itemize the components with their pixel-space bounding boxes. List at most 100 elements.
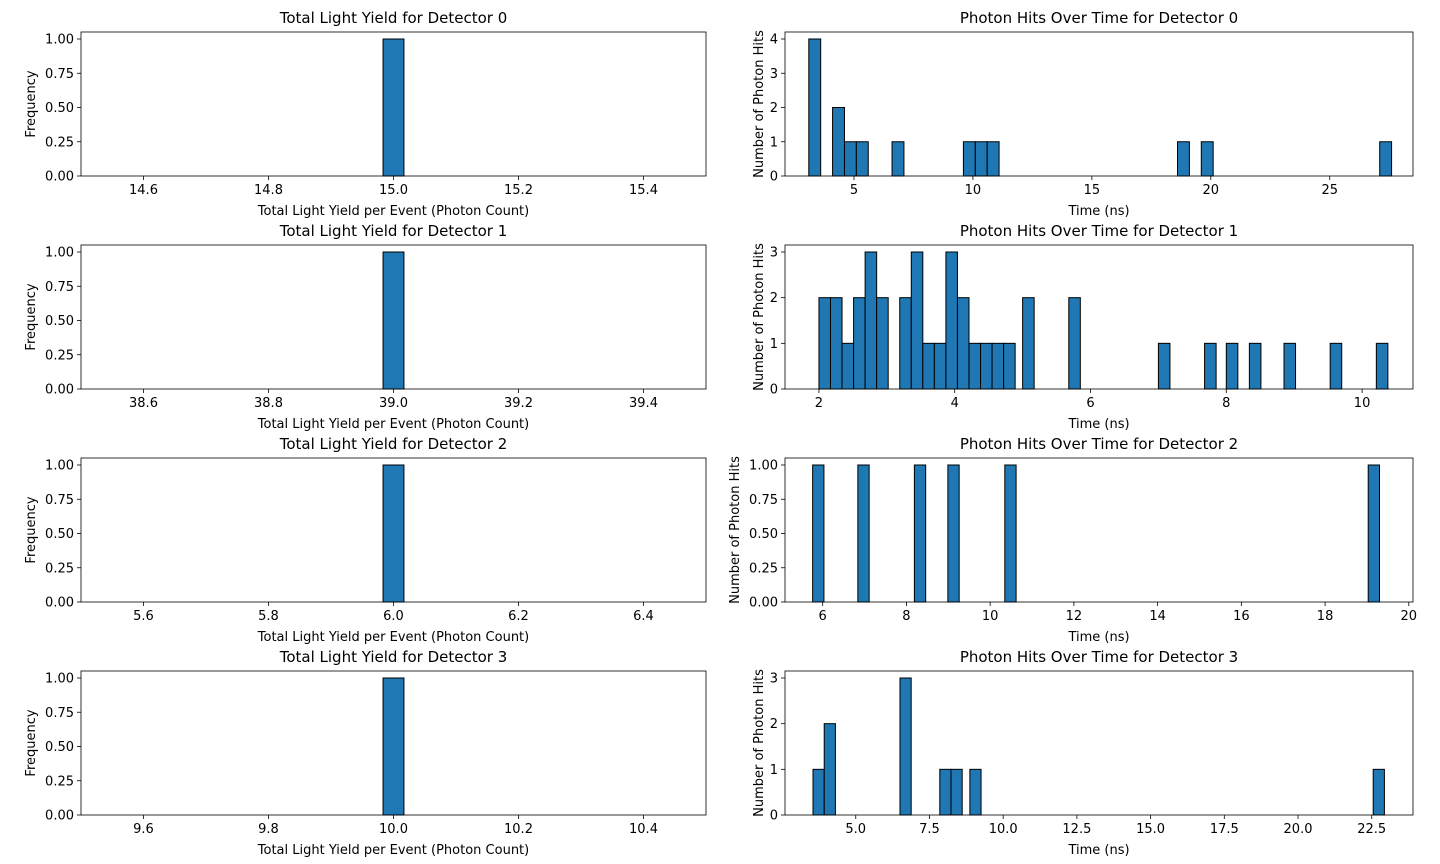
x-axis-label: Time (ns) (1067, 204, 1129, 219)
histogram-bar (1329, 342, 1343, 390)
y-tick-label: 0.75 (45, 706, 74, 721)
y-tick-label: 0 (770, 170, 778, 185)
histogram-bar (1204, 342, 1217, 390)
x-tick-label: 20 (1401, 609, 1418, 624)
y-tick-label: 0.00 (749, 596, 778, 611)
histogram-bar (876, 297, 889, 390)
x-tick-label: 10.4 (629, 822, 658, 837)
histogram-bar (818, 297, 831, 390)
histogram-bar (922, 342, 935, 390)
subplot: 6 8 10 12 14 16 18 20 0.00 0.25 0.50 0.75 1.00 Photon… (728, 435, 1417, 645)
x-tick-label: 15.2 (504, 183, 533, 198)
histogram-bar (1068, 297, 1081, 390)
chart-title: Photon Hits Over Time for Detector 3 (960, 648, 1238, 666)
y-tick-label: 1.00 (45, 459, 74, 474)
y-tick-label: 4 (770, 33, 778, 48)
y-axis-label: Frequency (24, 709, 39, 776)
histogram-bar (1157, 342, 1171, 390)
x-tick-label: 4 (951, 396, 959, 411)
histogram-bar (382, 251, 405, 390)
x-tick-label: 20.0 (1284, 822, 1313, 837)
histogram-bar (899, 297, 912, 390)
x-tick-label: 10.0 (989, 822, 1018, 837)
y-axis-label: Frequency (24, 283, 39, 350)
y-tick-label: 0.00 (45, 596, 74, 611)
histogram-bar (950, 768, 963, 816)
y-tick-label: 1 (770, 135, 778, 150)
x-axis-label: Total Light Yield per Event (Photon Coun… (257, 843, 529, 858)
x-tick-label: 2 (815, 396, 823, 411)
histogram-bar (1283, 342, 1297, 390)
x-tick-label: 38.8 (254, 396, 283, 411)
x-axis-label: Time (ns) (1067, 630, 1129, 645)
chart-title: Total Light Yield for Detector 3 (279, 648, 508, 666)
y-tick-label: 1.00 (45, 672, 74, 687)
histogram-bar (1367, 464, 1381, 603)
histogram-bar (986, 141, 1000, 177)
chart-title: Photon Hits Over Time for Detector 1 (960, 222, 1238, 240)
y-axis-label: Number of Photon Hits (752, 669, 767, 817)
x-tick-label: 7.5 (919, 822, 940, 837)
chart-title: Photon Hits Over Time for Detector 0 (960, 9, 1238, 27)
y-axis-label: Number of Photon Hits (728, 456, 743, 604)
histogram-bar (857, 464, 870, 603)
x-tick-label: 10 (1354, 396, 1371, 411)
x-tick-label: 14 (1149, 609, 1166, 624)
histogram-bar (829, 297, 843, 390)
histogram-bar (1379, 141, 1393, 177)
histogram-bar (1248, 342, 1262, 390)
x-tick-label: 12 (1066, 609, 1083, 624)
y-tick-label: 0.50 (45, 527, 74, 542)
y-tick-label: 0.00 (45, 383, 74, 398)
x-tick-label: 38.6 (129, 396, 158, 411)
histogram-bar (945, 251, 958, 390)
y-tick-label: 3 (770, 67, 778, 82)
histogram-bar (962, 141, 976, 177)
x-tick-label: 15.4 (629, 183, 658, 198)
x-tick-label: 14.8 (254, 183, 283, 198)
y-tick-label: 0 (770, 809, 778, 824)
x-tick-label: 39.2 (504, 396, 533, 411)
chart-title: Photon Hits Over Time for Detector 2 (960, 435, 1238, 453)
x-tick-label: 17.5 (1210, 822, 1239, 837)
x-axis-label: Time (ns) (1067, 843, 1129, 858)
x-tick-label: 6 (1086, 396, 1094, 411)
x-tick-label: 18 (1317, 609, 1334, 624)
y-tick-label: 0.50 (749, 527, 778, 542)
y-axis-label: Number of Photon Hits (752, 243, 767, 391)
histogram-bar (891, 141, 905, 177)
y-tick-label: 3 (770, 672, 778, 687)
x-tick-label: 25 (1321, 183, 1338, 198)
axes-frame (784, 457, 1414, 603)
x-tick-label: 6.2 (508, 609, 529, 624)
x-tick-label: 10.2 (504, 822, 533, 837)
x-tick-label: 5.0 (845, 822, 866, 837)
subplot: 9.6 9.8 10.0 10.2 10.4 0.00 0.25 0.50 0.75 1.00 To… (24, 648, 707, 858)
y-tick-label: 1.00 (45, 246, 74, 261)
y-axis-label: Number of Photon Hits (752, 30, 767, 178)
histogram-bar (1225, 342, 1239, 390)
histogram-bar (382, 677, 405, 816)
histogram-bar (864, 251, 878, 390)
x-tick-label: 5.8 (258, 609, 279, 624)
y-tick-label: 0 (770, 383, 778, 398)
histogram-bar (855, 141, 869, 177)
chart-title: Total Light Yield for Detector 1 (279, 222, 508, 240)
axes-frame (784, 31, 1414, 177)
y-tick-label: 0.25 (45, 348, 74, 363)
x-tick-label: 8 (902, 609, 910, 624)
histogram-bar (812, 464, 825, 603)
y-tick-label: 0.75 (45, 493, 74, 508)
histogram-bar (853, 297, 866, 390)
histogram-bar (382, 38, 405, 177)
x-tick-label: 22.5 (1357, 822, 1386, 837)
y-tick-label: 0.75 (45, 280, 74, 295)
x-tick-label: 16 (1233, 609, 1250, 624)
histogram-bar (974, 141, 988, 177)
subplot: 14.6 14.8 15.0 15.2 15.4 0.00 0.25 0.50 0.75 1.00… (24, 9, 707, 219)
y-tick-label: 2 (770, 101, 778, 116)
y-tick-label: 1.00 (45, 33, 74, 48)
y-tick-label: 0.75 (749, 493, 778, 508)
y-tick-label: 0.50 (45, 101, 74, 116)
